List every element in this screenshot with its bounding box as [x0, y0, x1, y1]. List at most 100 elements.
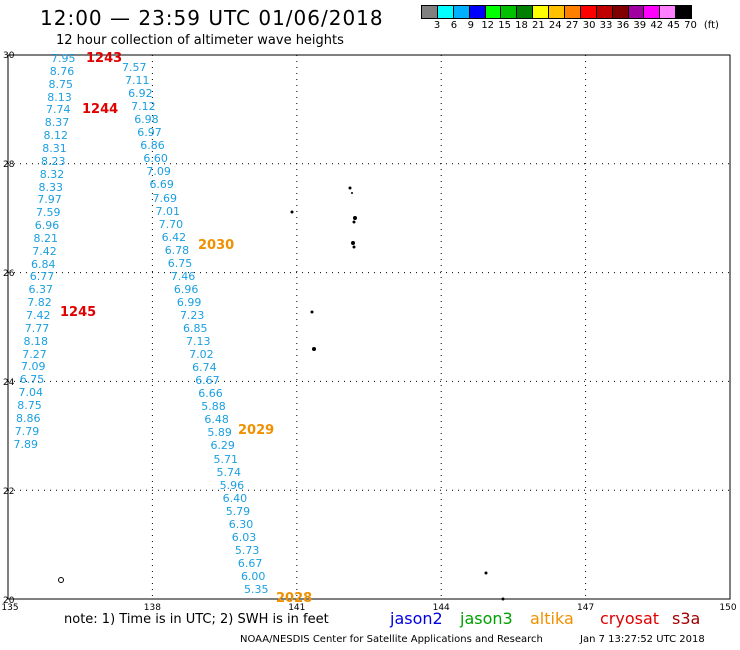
swh-value: 7.79: [14, 424, 40, 438]
mission-label: altika: [530, 609, 574, 628]
swh-value: 6.84: [31, 257, 56, 271]
swh-value: 6.69: [149, 178, 174, 192]
mission-label: jason2: [390, 609, 443, 628]
mission-label: s3a: [672, 609, 701, 628]
swh-value: 6.86: [140, 139, 165, 153]
y-tick-label: 24: [3, 378, 15, 388]
swh-value: 7.09: [146, 165, 171, 179]
legend-label: 33: [599, 20, 613, 31]
pass-time-label: 2030: [198, 238, 235, 253]
footer-note: note: 1) Time is in UTC; 2) SWH is in fe…: [64, 612, 329, 627]
pass-time-label: 2028: [276, 591, 313, 606]
pass-time-label: 1244: [82, 102, 119, 117]
swh-value: 7.42: [26, 309, 51, 322]
swh-value: 7.46: [170, 269, 196, 283]
legend-label: 18: [515, 20, 528, 31]
island: [353, 216, 357, 220]
grid-lines: [8, 55, 730, 599]
swh-value: 6.48: [204, 413, 229, 427]
swh-value: 8.32: [39, 167, 65, 181]
legend-label: 3: [433, 20, 441, 31]
legend-label: 6: [450, 20, 458, 31]
swh-value: 8.13: [47, 90, 72, 104]
swh-value: 7.12: [131, 100, 156, 114]
swh-value: 7.57: [122, 61, 147, 74]
swh-value: 6.97: [137, 126, 162, 140]
island: [351, 241, 355, 245]
x-tick-label: 138: [143, 603, 161, 613]
mission-label: jason3: [460, 609, 513, 628]
generation-timestamp: Jan 7 13:27:52 UTC 2018: [580, 634, 705, 645]
swh-value: 7.04: [18, 386, 44, 400]
y-tick-label: 28: [3, 160, 15, 170]
y-tick-label: 26: [3, 269, 15, 279]
swh-value: 7.82: [27, 296, 52, 310]
chart-subtitle: 12 hour collection of altimeter wave hei…: [56, 33, 344, 48]
swh-value: 7.74: [46, 103, 71, 117]
legend-label: 12: [481, 20, 495, 31]
swh-value: 6.42: [161, 230, 187, 244]
swh-value: 7.69: [152, 191, 178, 205]
swh-value: 5.79: [225, 504, 251, 518]
swh-value: 8.31: [42, 141, 67, 155]
legend-label: 27: [565, 20, 579, 31]
swh-value: 7.95: [51, 52, 76, 65]
plot-frame: [7, 54, 731, 600]
swh-value: 6.29: [210, 439, 235, 453]
swh-value: 6.67: [237, 556, 263, 570]
legend-label: 15: [498, 20, 511, 31]
swh-value: 6.85: [183, 322, 208, 335]
swh-value: 8.12: [43, 129, 69, 143]
swh-value: 6.60: [143, 152, 168, 166]
swh-value: 6.00: [240, 569, 266, 583]
swh-value: 6.96: [34, 219, 60, 233]
color-scale-legend: 3 6 9 12 15 18 21 24 27 30 33 36 39 42 45 70 (ft): [421, 5, 740, 33]
mission-label: cryosat: [600, 609, 660, 628]
legend-label: (ft): [703, 20, 719, 31]
swh-value: 7.13: [186, 335, 211, 349]
swh-value: 8.18: [23, 334, 49, 348]
x-tick-label: 135: [1, 603, 19, 613]
swh-value: 6.74: [192, 361, 217, 375]
y-tick-label: 20: [3, 596, 15, 606]
swh-value: 7.89: [13, 437, 39, 451]
pass-time-label: 1243: [86, 51, 123, 66]
legend-label: 30: [582, 20, 596, 31]
swh-value: 8.75: [48, 77, 74, 91]
swh-value: 6.66: [198, 387, 223, 401]
x-tick-label: 150: [719, 603, 737, 613]
swh-value: 6.30: [228, 517, 254, 531]
legend-label: 39: [633, 20, 647, 31]
swh-value: 6.92: [128, 87, 153, 101]
island: [352, 220, 356, 224]
swh-value: 7.70: [158, 217, 184, 231]
swh-value: 7.01: [155, 204, 181, 218]
island: [348, 186, 352, 190]
swh-value: 8.75: [17, 398, 42, 412]
pass-time-label: 2029: [238, 423, 275, 438]
swh-value: 7.02: [189, 348, 214, 362]
swh-value: 6.67: [195, 374, 220, 388]
swh-value: 6.40: [222, 491, 248, 505]
legend-labels: 3 6 9 12 15 18 21 24 27 30 33 36 39 42 45 70 (ft): [421, 19, 740, 33]
swh-value: 7.11: [125, 74, 150, 88]
x-tick-label: 147: [577, 603, 595, 613]
swh-value: 5.88: [201, 400, 226, 414]
swh-value: 7.77: [24, 321, 50, 335]
swh-value: 5.96: [219, 478, 245, 492]
swh-value: 8.76: [49, 64, 75, 78]
swh-value: 5.89: [207, 426, 232, 440]
swh-value: 6.98: [134, 113, 159, 127]
legend-label: 24: [548, 20, 562, 31]
chart-title: 12:00 — 23:59 UTC 01/06/2018: [40, 6, 384, 30]
swh-value: 6.99: [176, 295, 202, 309]
island: [290, 210, 294, 214]
swh-value: 7.09: [21, 360, 46, 374]
island: [501, 597, 505, 601]
swh-value: 6.03: [231, 530, 257, 544]
swh-value: 7.27: [22, 347, 47, 361]
credit-text: NOAA/NESDIS Center for Satellite Applica…: [240, 634, 543, 645]
swh-value: 6.96: [173, 282, 199, 296]
swh-value: 6.75: [167, 256, 193, 270]
